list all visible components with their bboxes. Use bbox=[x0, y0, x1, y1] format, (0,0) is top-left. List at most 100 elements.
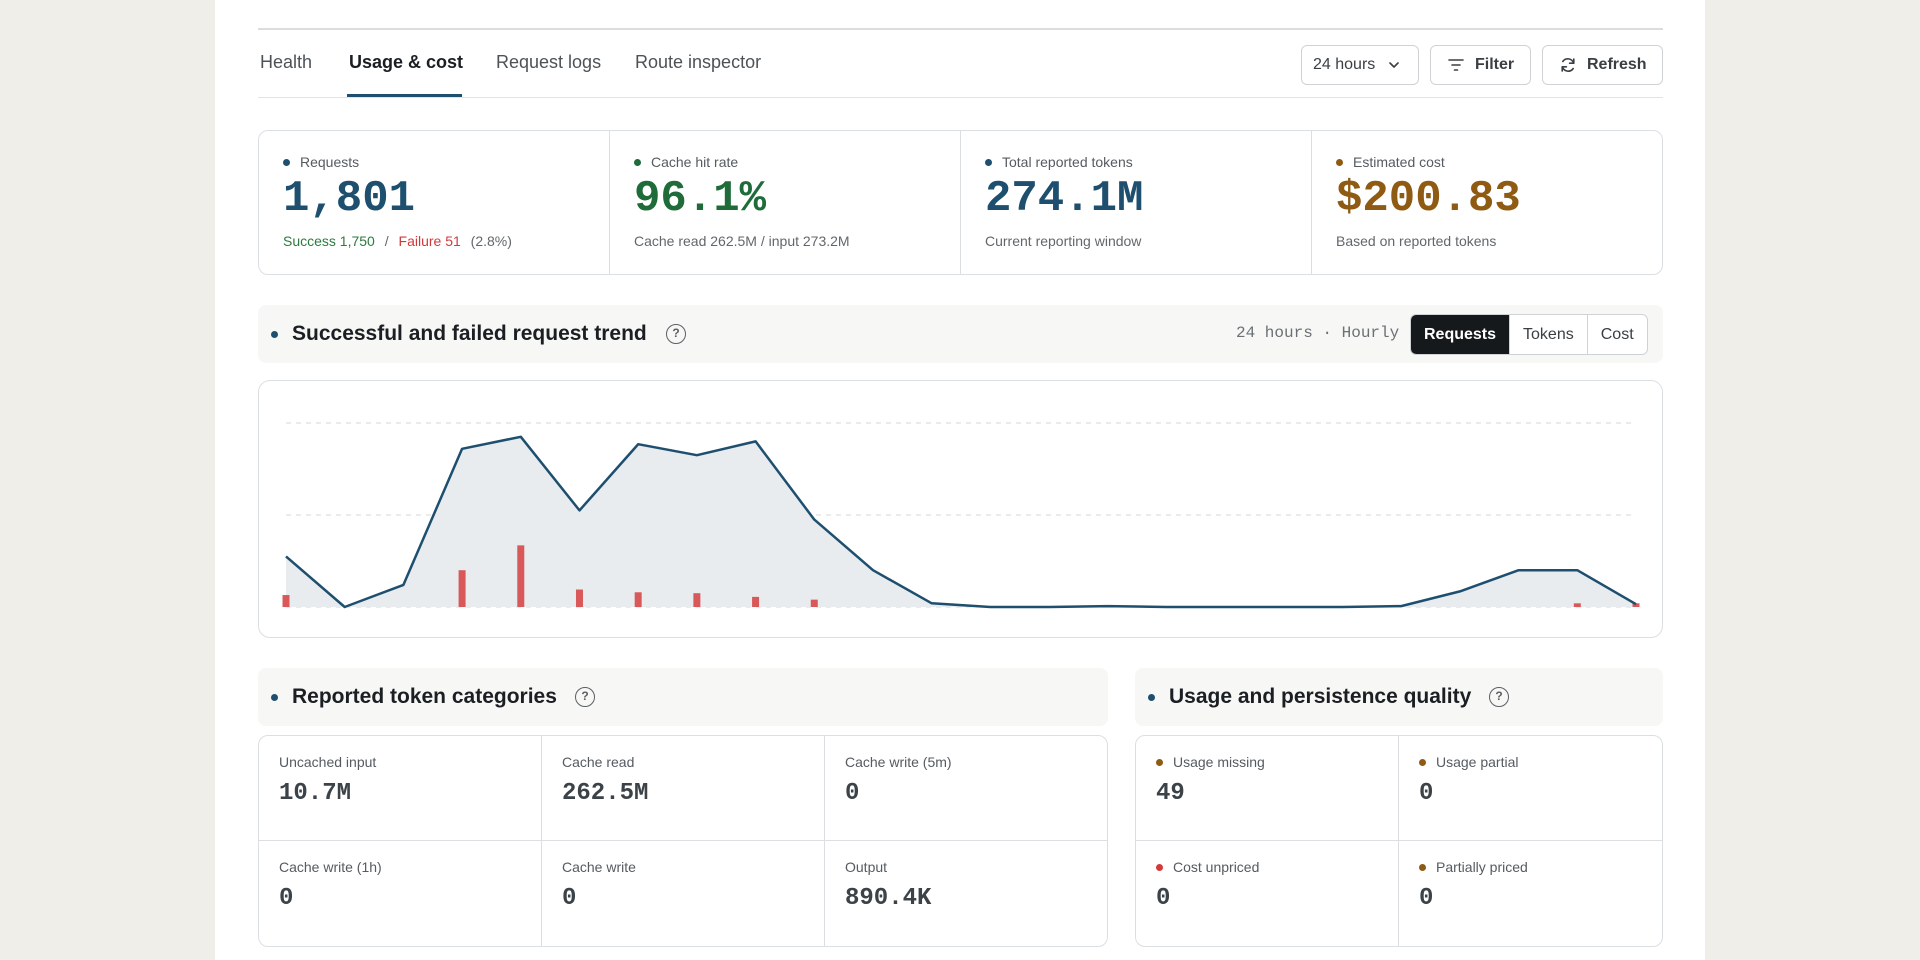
quality-value: 0 bbox=[1419, 885, 1434, 912]
token-label: Cache write (5m) bbox=[845, 754, 952, 770]
token-value: 890.4K bbox=[845, 885, 932, 912]
status-dot bbox=[985, 158, 992, 166]
failed-requests-bar bbox=[1573, 603, 1581, 607]
quality-value: 0 bbox=[1419, 780, 1434, 807]
successful-requests-area bbox=[286, 436, 1636, 607]
quality-cell: Usage missing 49 bbox=[1136, 736, 1399, 841]
quality-dot bbox=[1419, 758, 1426, 766]
quality-dot bbox=[1419, 863, 1426, 871]
metric-requests-option[interactable]: Requests bbox=[1411, 315, 1510, 354]
failed-requests-bar bbox=[1632, 603, 1640, 607]
token-value: 0 bbox=[562, 885, 577, 912]
stat-subtext: Cache read 262.5M / input 273.2M bbox=[634, 233, 850, 249]
token-value: 0 bbox=[279, 885, 294, 912]
quality-dot bbox=[1156, 758, 1163, 766]
quality-cell: Cost unpriced 0 bbox=[1136, 841, 1399, 946]
failed-requests-bar bbox=[517, 545, 525, 607]
stat-label: Cache hit rate bbox=[651, 154, 739, 170]
stat-subtext: Current reporting window bbox=[985, 233, 1142, 249]
failure-percent: (2.8%) bbox=[470, 233, 512, 249]
token-value: 262.5M bbox=[562, 780, 649, 807]
tab-request-logs[interactable]: Request logs bbox=[496, 52, 602, 72]
stat-total-tokens: Total reported tokens 274.1M Current rep… bbox=[961, 131, 1312, 274]
refresh-icon bbox=[1559, 56, 1577, 74]
failed-requests-bar bbox=[634, 592, 642, 607]
token-cell: Uncached input 10.7M bbox=[259, 736, 542, 841]
trend-section-header: Successful and failed request trend ? 24… bbox=[258, 305, 1663, 363]
quality-label: Partially priced bbox=[1436, 859, 1528, 875]
quality-cell: Usage partial 0 bbox=[1399, 736, 1662, 841]
token-cell: Cache write (1h) 0 bbox=[259, 841, 542, 946]
section-dot bbox=[271, 694, 278, 701]
trend-range-text: 24 hours · Hourly bbox=[1236, 324, 1400, 342]
stat-label: Total reported tokens bbox=[1002, 154, 1133, 170]
trend-title: Successful and failed request trend bbox=[292, 322, 647, 345]
failed-requests-bar bbox=[752, 596, 760, 607]
metric-toggle: Requests Tokens Cost bbox=[1410, 314, 1648, 355]
stat-subtext: Based on reported tokens bbox=[1336, 233, 1497, 249]
summary-stats: Requests 1,801 Success 1,750 / Failure 5… bbox=[258, 130, 1663, 275]
token-label: Uncached input bbox=[279, 754, 377, 770]
stat-label: Estimated cost bbox=[1353, 154, 1445, 170]
status-dot bbox=[634, 158, 641, 166]
token-label: Cache read bbox=[562, 754, 635, 770]
quality-cell: Partially priced 0 bbox=[1399, 841, 1662, 946]
token-value: 10.7M bbox=[279, 780, 352, 807]
failed-requests-bar bbox=[458, 570, 466, 607]
help-icon[interactable]: ? bbox=[1489, 687, 1509, 707]
successful-requests-line bbox=[285, 435, 1637, 609]
refresh-label: Refresh bbox=[1587, 56, 1647, 73]
token-categories-title: Reported token categories bbox=[292, 685, 557, 708]
status-dot bbox=[1336, 158, 1343, 166]
failed-requests-bar bbox=[575, 589, 583, 607]
quality-label-row: Partially priced bbox=[1419, 859, 1528, 875]
help-icon[interactable]: ? bbox=[666, 324, 686, 344]
chart-canvas bbox=[282, 422, 1640, 609]
refresh-button[interactable]: Refresh bbox=[1542, 45, 1663, 85]
token-label: Cache write bbox=[562, 859, 636, 875]
time-range-select[interactable]: 24 hours bbox=[1301, 45, 1419, 85]
stat-estimated-cost: Estimated cost $200.83 Based on reported… bbox=[1312, 131, 1662, 274]
metric-cost-option[interactable]: Cost bbox=[1586, 315, 1647, 354]
failed-requests-bar bbox=[693, 593, 701, 607]
token-label: Cache write (1h) bbox=[279, 859, 382, 875]
active-tab-indicator bbox=[347, 94, 462, 97]
filter-label: Filter bbox=[1475, 56, 1515, 73]
top-divider bbox=[258, 28, 1663, 30]
token-cell: Output 890.4K bbox=[825, 841, 1107, 946]
token-categories-grid: Uncached input 10.7M Cache read 262.5M Cac… bbox=[258, 735, 1108, 947]
stat-value: 274.1M bbox=[985, 174, 1144, 224]
token-value: 0 bbox=[845, 780, 860, 807]
requests-breakdown: Success 1,750 / Failure 51 (2.8%) bbox=[283, 233, 512, 249]
breakdown-separator: / bbox=[384, 233, 389, 249]
tab-route-inspector[interactable]: Route inspector bbox=[635, 52, 762, 72]
quality-label-row: Usage partial bbox=[1419, 754, 1519, 770]
quality-grid: Usage missing 49 Usage partial 0 Cost un… bbox=[1135, 735, 1663, 947]
stat-requests: Requests 1,801 Success 1,750 / Failure 5… bbox=[259, 131, 610, 274]
quality-label: Usage partial bbox=[1436, 754, 1519, 770]
quality-label: Usage missing bbox=[1173, 754, 1265, 770]
quality-value: 0 bbox=[1156, 885, 1171, 912]
chevron-down-icon bbox=[1387, 58, 1401, 72]
quality-label-row: Cost unpriced bbox=[1156, 859, 1259, 875]
section-dot bbox=[1148, 694, 1155, 701]
failed-requests-bar bbox=[810, 599, 818, 607]
filter-button[interactable]: Filter bbox=[1430, 45, 1531, 85]
failure-count: Failure 51 bbox=[398, 233, 461, 249]
success-count: Success 1,750 bbox=[283, 233, 375, 249]
stat-value: $200.83 bbox=[1336, 174, 1521, 224]
token-label: Output bbox=[845, 859, 888, 875]
metric-tokens-option[interactable]: Tokens bbox=[1509, 315, 1587, 354]
tab-usage-cost[interactable]: Usage & cost bbox=[349, 52, 464, 72]
request-trend-chart bbox=[258, 380, 1663, 638]
failed-requests-bar bbox=[282, 595, 290, 607]
stat-requests-header: Requests bbox=[283, 154, 359, 170]
token-categories-header: Reported token categories ? bbox=[258, 668, 1108, 726]
quality-label: Cost unpriced bbox=[1173, 859, 1260, 875]
stat-label: Requests bbox=[300, 154, 360, 170]
tab-health[interactable]: Health bbox=[260, 52, 313, 72]
tab-bar: Health Usage & cost Request logs Route i… bbox=[258, 30, 1663, 98]
help-icon[interactable]: ? bbox=[575, 687, 595, 707]
quality-section-header: Usage and persistence quality ? bbox=[1135, 668, 1663, 726]
time-range-value: 24 hours bbox=[1313, 56, 1376, 73]
